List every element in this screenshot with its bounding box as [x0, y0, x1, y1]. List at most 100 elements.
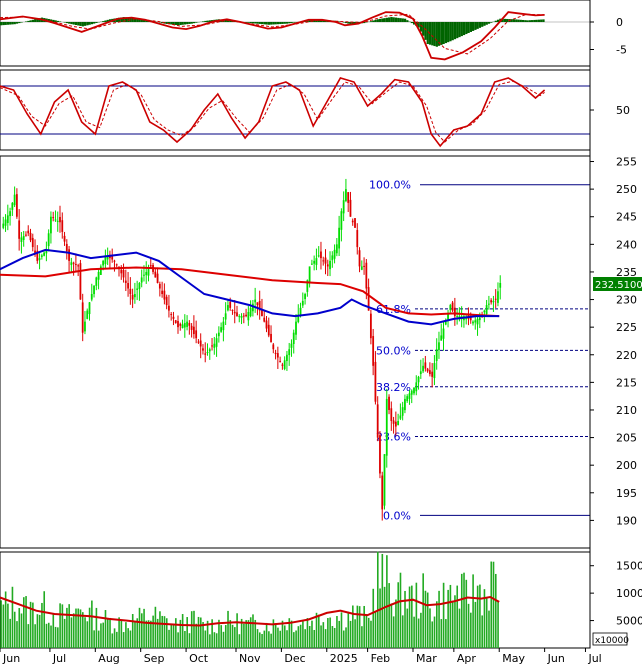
- volume-bar: [140, 613, 143, 648]
- volume-bar: [240, 618, 243, 648]
- x-tick-label: May: [502, 652, 525, 665]
- y-tick-label: 50: [616, 104, 630, 117]
- y-tick-label: 245: [616, 211, 637, 224]
- volume-bar: [302, 621, 304, 648]
- macd-histogram-bar: [442, 22, 445, 44]
- volume-bar: [390, 603, 393, 648]
- macd-histogram-bar: [417, 22, 420, 28]
- volume-bar: [406, 608, 409, 648]
- volume-bar: [218, 619, 220, 648]
- macd-histogram-bar: [401, 18, 404, 22]
- macd-histogram-bar: [115, 18, 118, 22]
- price-candle-body: [217, 332, 220, 337]
- y-tick-label: 200: [616, 459, 637, 472]
- volume-bar: [106, 618, 109, 648]
- price-candle-body: [367, 287, 370, 311]
- macd-histogram-bar: [70, 22, 73, 25]
- price-candle-body: [338, 227, 341, 249]
- macd-histogram-bar: [133, 17, 137, 22]
- price-candle-body: [401, 407, 404, 416]
- macd-histogram-bar: [347, 22, 350, 24]
- macd-histogram-bar: [122, 17, 125, 22]
- macd-histogram-bar: [435, 22, 438, 47]
- volume-bar: [9, 618, 11, 648]
- price-candle-body: [9, 211, 11, 217]
- volume-bar: [431, 621, 434, 648]
- volume-bar: [229, 620, 232, 648]
- volume-bar: [488, 610, 490, 648]
- price-candle-body: [147, 269, 150, 276]
- volume-bar: [333, 627, 336, 648]
- volume-bar: [367, 617, 370, 648]
- price-candle-body: [283, 360, 286, 370]
- volume-bar: [361, 626, 363, 648]
- price-candle-body: [65, 243, 68, 252]
- price-candle-body: [231, 309, 234, 311]
- macd-histogram-bar: [490, 22, 493, 23]
- price-candle-body: [390, 408, 393, 422]
- price-candle-body: [383, 454, 386, 506]
- price-candle-body: [242, 315, 245, 317]
- price-candle-body: [369, 313, 372, 339]
- volume-bar: [476, 585, 479, 648]
- volume-bar: [97, 630, 100, 648]
- macd-histogram-bar: [251, 22, 255, 24]
- volume-bar: [120, 619, 123, 648]
- volume-bar: [449, 584, 452, 648]
- price-candle-body: [204, 353, 207, 355]
- macd-histogram-bar: [131, 17, 134, 22]
- volume-bar: [401, 615, 404, 648]
- volume-bar: [190, 611, 193, 648]
- volume-bar: [202, 622, 204, 648]
- price-candle-body: [433, 363, 436, 379]
- price-candle-body: [38, 258, 41, 261]
- price-candle-body: [52, 217, 55, 219]
- price-candle-body: [304, 294, 306, 300]
- price-candle-body: [399, 415, 402, 419]
- macd-histogram-bar: [460, 22, 463, 37]
- macd-histogram-bar: [265, 22, 268, 25]
- macd-histogram-bar: [474, 22, 477, 30]
- volume-bar: [320, 625, 322, 648]
- volume-bar: [111, 633, 114, 648]
- volume-bar: [435, 601, 438, 648]
- volume-bar: [413, 616, 415, 648]
- price-candle-body: [308, 266, 311, 283]
- y-tick-label: -5: [616, 44, 627, 57]
- macd-histogram-bar: [256, 22, 259, 24]
- macd-histogram-bar: [512, 19, 516, 22]
- moving-average-long-line: [0, 266, 500, 318]
- last-price-label: 232.5100: [595, 280, 642, 291]
- price-candle-body: [93, 285, 95, 295]
- price-candle-body: [86, 310, 89, 319]
- price-candle-body: [111, 256, 114, 260]
- volume-bar: [483, 589, 486, 648]
- macd-histogram-bar: [179, 22, 182, 26]
- macd-histogram-bar: [192, 22, 196, 24]
- price-candle-body: [138, 282, 141, 290]
- price-candle-body: [417, 376, 420, 383]
- price-candle-body: [188, 322, 191, 326]
- volume-bar: [77, 608, 80, 648]
- macd-histogram-bar: [177, 22, 180, 26]
- price-candle-body: [263, 317, 266, 322]
- volume-bar: [109, 617, 111, 648]
- volume-bar: [447, 589, 449, 648]
- price-candle-body: [77, 265, 80, 267]
- price-candle-body: [70, 262, 73, 265]
- macd-histogram-bar: [283, 22, 286, 24]
- price-candle-body: [365, 262, 368, 289]
- price-candle-body: [410, 390, 413, 395]
- volume-bar: [188, 633, 191, 648]
- price-candle-body: [419, 371, 422, 375]
- volume-bar: [125, 622, 127, 648]
- price-candle-body: [494, 298, 497, 300]
- macd-histogram-bar: [15, 22, 19, 24]
- volume-bar: [116, 631, 118, 648]
- volume-bar: [61, 604, 64, 648]
- price-candle-body: [120, 269, 123, 274]
- price-candle-body: [20, 237, 23, 242]
- volume-bar: [494, 573, 497, 648]
